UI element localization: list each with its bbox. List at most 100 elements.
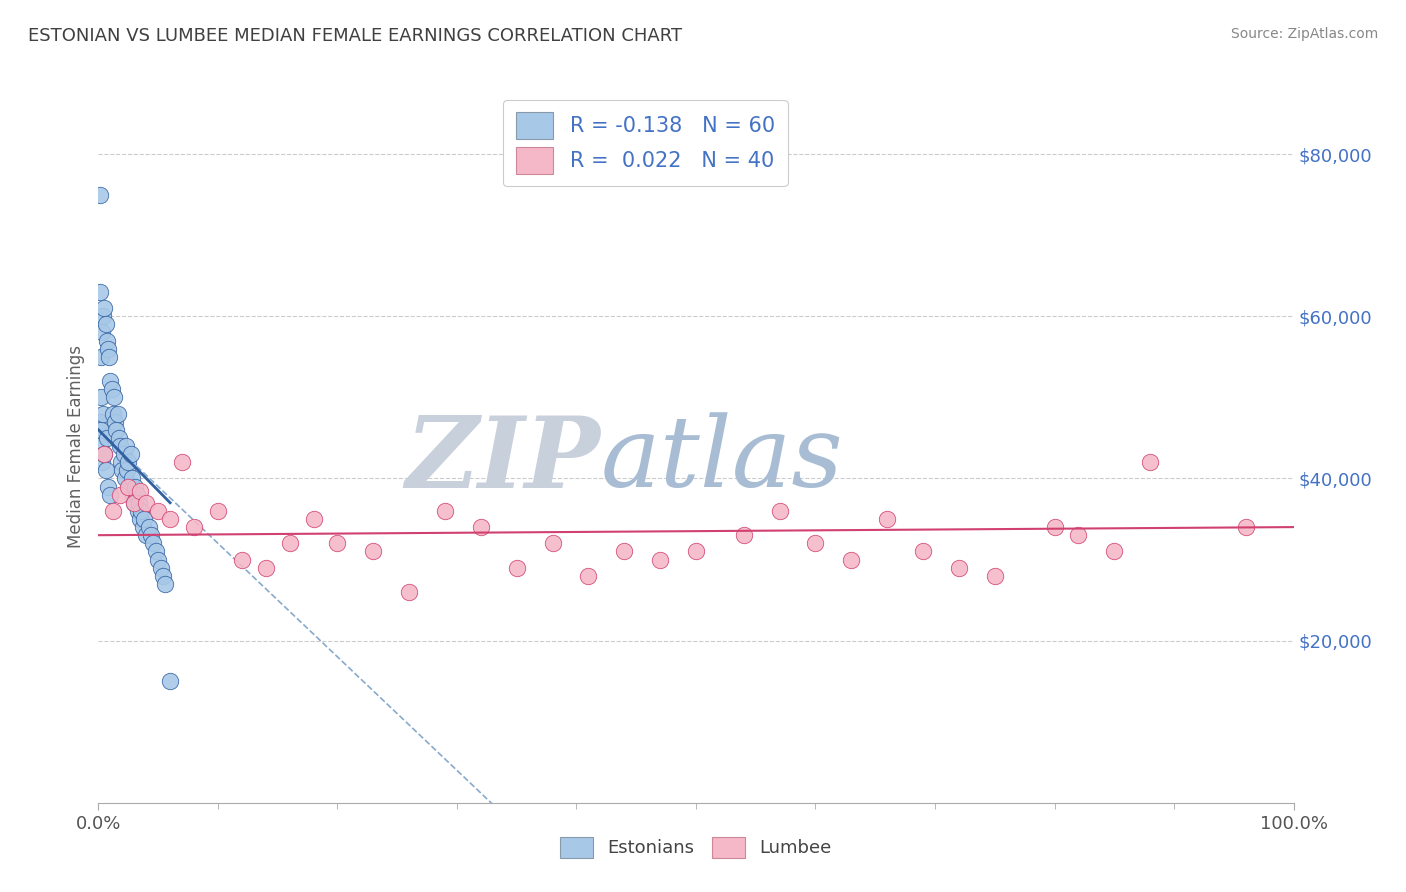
- Point: [434, 504, 457, 518]
- Point: [145, 544, 167, 558]
- Point: [768, 504, 790, 518]
- Point: [117, 479, 139, 493]
- Point: [148, 552, 170, 566]
- Point: [613, 544, 636, 558]
- Point: [115, 463, 138, 477]
- Point: [183, 520, 205, 534]
- Point: [89, 187, 111, 202]
- Point: [93, 447, 115, 461]
- Point: [122, 488, 145, 502]
- Point: [97, 479, 120, 493]
- Point: [89, 439, 111, 453]
- Point: [127, 504, 149, 518]
- Point: [138, 520, 160, 534]
- Point: [120, 447, 142, 461]
- Point: [911, 544, 934, 558]
- Point: [96, 431, 118, 445]
- Point: [121, 471, 143, 485]
- Point: [108, 439, 131, 453]
- Point: [326, 536, 349, 550]
- Point: [302, 512, 325, 526]
- Point: [231, 552, 253, 566]
- Point: [110, 455, 132, 469]
- Text: ESTONIAN VS LUMBEE MEDIAN FEMALE EARNINGS CORRELATION CHART: ESTONIAN VS LUMBEE MEDIAN FEMALE EARNING…: [28, 27, 682, 45]
- Point: [139, 528, 162, 542]
- Point: [470, 520, 492, 534]
- Point: [398, 585, 420, 599]
- Point: [578, 568, 600, 582]
- Point: [98, 374, 122, 388]
- Point: [128, 496, 150, 510]
- Point: [105, 423, 128, 437]
- Point: [648, 552, 672, 566]
- Point: [91, 455, 114, 469]
- Point: [98, 350, 121, 364]
- Point: [107, 407, 129, 421]
- Point: [91, 310, 114, 324]
- Point: [685, 544, 707, 558]
- Point: [98, 488, 122, 502]
- Point: [91, 407, 114, 421]
- Point: [129, 512, 152, 526]
- Point: [93, 301, 115, 315]
- Point: [135, 528, 157, 542]
- Point: [91, 326, 114, 340]
- Point: [115, 439, 138, 453]
- Point: [101, 407, 124, 421]
- Point: [159, 512, 181, 526]
- Point: [1104, 544, 1126, 558]
- Y-axis label: Median Female Earnings: Median Female Earnings: [67, 344, 86, 548]
- Point: [124, 479, 146, 493]
- Point: [131, 520, 153, 534]
- Point: [984, 568, 1007, 582]
- Point: [1234, 520, 1257, 534]
- Point: [278, 536, 301, 550]
- Point: [1067, 528, 1090, 542]
- Point: [114, 471, 136, 485]
- Point: [948, 560, 970, 574]
- Point: [733, 528, 755, 542]
- Point: [90, 350, 112, 364]
- Point: [101, 504, 124, 518]
- Text: Source: ZipAtlas.com: Source: ZipAtlas.com: [1230, 27, 1378, 41]
- Point: [131, 504, 153, 518]
- Point: [841, 552, 863, 566]
- Point: [506, 560, 529, 574]
- Point: [89, 415, 111, 429]
- Point: [132, 512, 155, 526]
- Point: [94, 463, 117, 477]
- Point: [1139, 455, 1161, 469]
- Point: [112, 447, 135, 461]
- Point: [104, 415, 127, 429]
- Point: [149, 560, 172, 574]
- Point: [142, 536, 165, 550]
- Point: [876, 512, 898, 526]
- Point: [124, 496, 146, 510]
- Point: [93, 447, 115, 461]
- Point: [118, 479, 141, 493]
- Point: [172, 455, 194, 469]
- Point: [96, 334, 118, 348]
- Point: [152, 568, 174, 582]
- Point: [1043, 520, 1066, 534]
- Point: [111, 463, 134, 477]
- Text: ZIP: ZIP: [405, 412, 600, 508]
- Point: [97, 342, 120, 356]
- Point: [155, 577, 177, 591]
- Point: [159, 674, 181, 689]
- Point: [363, 544, 385, 558]
- Point: [207, 504, 229, 518]
- Point: [135, 496, 157, 510]
- Legend: Estonians, Lumbee: Estonians, Lumbee: [553, 830, 839, 865]
- Point: [103, 390, 125, 404]
- Point: [254, 560, 277, 574]
- Point: [100, 382, 122, 396]
- Point: [90, 390, 112, 404]
- Point: [108, 488, 131, 502]
- Point: [124, 496, 146, 510]
- Point: [125, 488, 148, 502]
- Point: [94, 318, 117, 332]
- Point: [90, 423, 112, 437]
- Point: [804, 536, 827, 550]
- Text: atlas: atlas: [600, 413, 844, 508]
